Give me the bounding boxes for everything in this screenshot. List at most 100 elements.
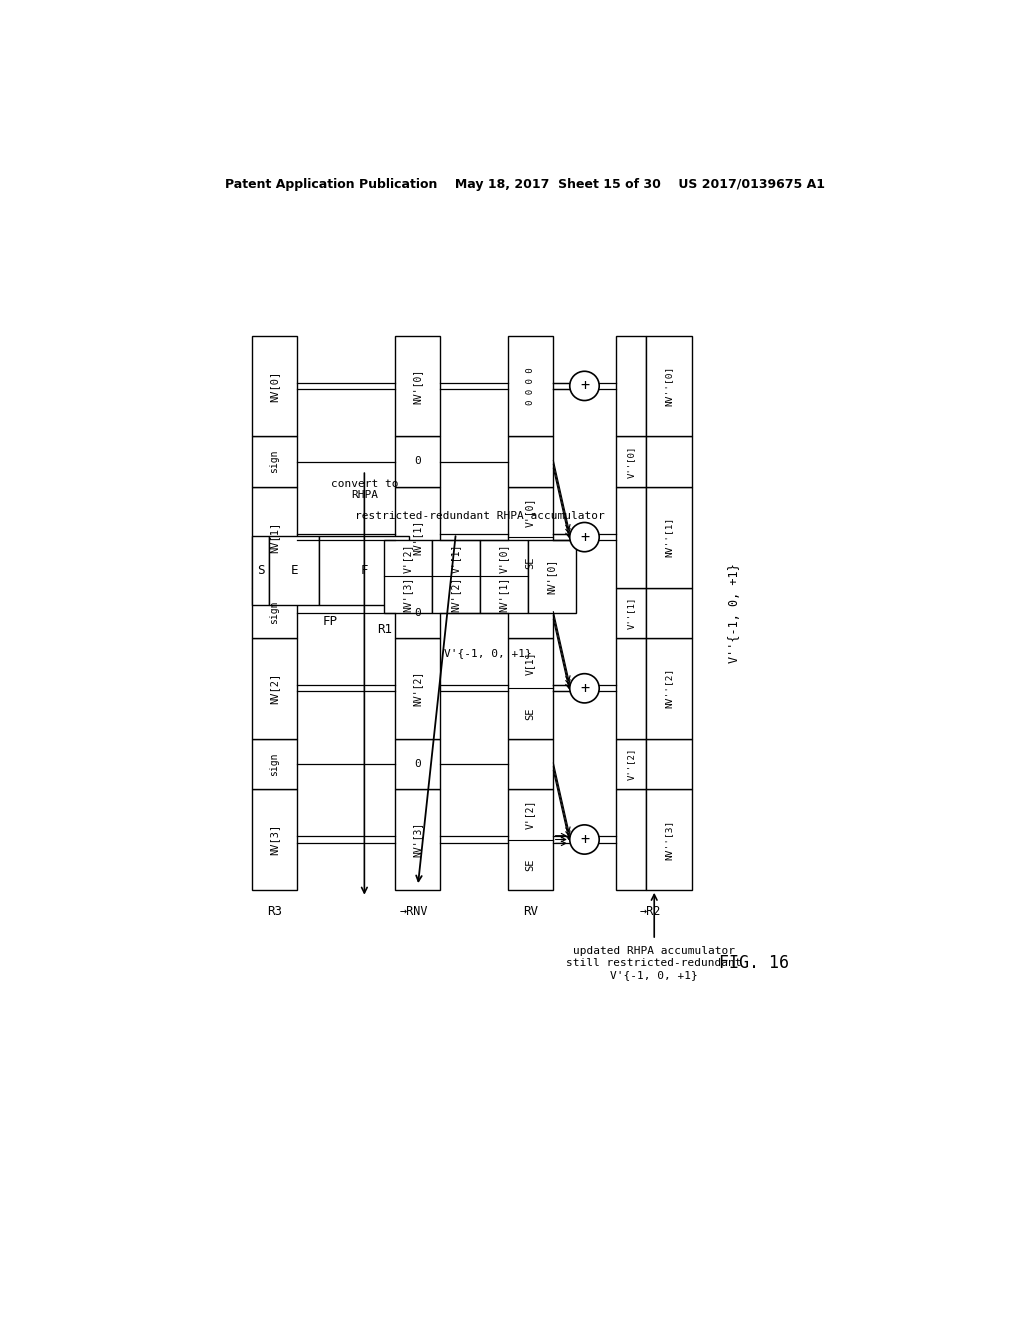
Text: 0: 0 xyxy=(415,457,421,466)
Bar xyxy=(646,739,692,789)
Circle shape xyxy=(569,523,599,552)
Bar xyxy=(646,638,692,739)
Bar xyxy=(252,437,297,487)
Bar xyxy=(395,739,440,789)
Bar xyxy=(395,638,440,739)
Bar xyxy=(528,540,575,612)
Bar xyxy=(616,739,646,789)
Bar xyxy=(616,638,646,739)
Text: FP: FP xyxy=(323,615,338,628)
Bar xyxy=(616,487,646,587)
Bar xyxy=(480,540,528,612)
Bar xyxy=(508,437,553,487)
Bar xyxy=(252,789,297,890)
Text: F: F xyxy=(360,564,368,577)
Text: NV[2]: NV[2] xyxy=(269,673,280,704)
Bar xyxy=(508,487,553,587)
Text: +: + xyxy=(580,379,589,393)
Bar xyxy=(646,587,692,638)
Text: NV[3]: NV[3] xyxy=(269,824,280,855)
Bar xyxy=(646,487,692,587)
Text: V''[1]: V''[1] xyxy=(627,597,636,628)
Text: V'[2]: V'[2] xyxy=(402,543,413,573)
Text: NV'[1]: NV'[1] xyxy=(413,520,423,554)
Text: +: + xyxy=(580,681,589,696)
Bar xyxy=(384,540,432,612)
Text: V''[2]: V''[2] xyxy=(627,747,636,780)
Bar xyxy=(432,540,480,612)
Text: NV'[1]: NV'[1] xyxy=(499,577,509,612)
Circle shape xyxy=(569,673,599,704)
Bar xyxy=(252,335,297,437)
Text: V'[1]: V'[1] xyxy=(451,543,461,573)
Text: NV''[1]: NV''[1] xyxy=(665,517,674,557)
Text: +: + xyxy=(580,529,589,545)
Bar xyxy=(395,487,440,587)
Text: NV''[0]: NV''[0] xyxy=(665,366,674,407)
Text: SE: SE xyxy=(525,556,536,569)
Text: NV[0]: NV[0] xyxy=(269,371,280,401)
Text: NV[1]: NV[1] xyxy=(269,521,280,553)
Bar xyxy=(508,739,553,789)
Text: restricted-redundant RHPA accumulator: restricted-redundant RHPA accumulator xyxy=(355,511,605,521)
Text: V[1]: V[1] xyxy=(525,651,536,675)
Bar xyxy=(646,789,692,890)
Text: updated RHPA accumulator
still restricted-redundant
V'{-1, 0, +1}: updated RHPA accumulator still restricte… xyxy=(566,946,742,979)
Text: RV: RV xyxy=(522,906,538,917)
Text: NV'[2]: NV'[2] xyxy=(413,671,423,706)
Text: FIG. 16: FIG. 16 xyxy=(719,954,790,972)
Text: E: E xyxy=(291,564,298,577)
Bar xyxy=(616,789,646,890)
Bar xyxy=(616,335,646,437)
Bar xyxy=(616,437,646,487)
Bar xyxy=(395,437,440,487)
Bar xyxy=(269,536,319,605)
Text: V'[0]: V'[0] xyxy=(499,543,509,573)
Bar xyxy=(616,587,646,638)
Text: Patent Application Publication    May 18, 2017  Sheet 15 of 30    US 2017/013967: Patent Application Publication May 18, 2… xyxy=(225,178,824,191)
Text: 0: 0 xyxy=(415,607,421,618)
Bar xyxy=(319,536,409,605)
Text: NV'[0]: NV'[0] xyxy=(413,368,423,404)
Text: NV'[2]: NV'[2] xyxy=(451,577,461,612)
Bar xyxy=(252,536,269,605)
Text: 0: 0 xyxy=(415,759,421,768)
Text: 0 0 0 0: 0 0 0 0 xyxy=(525,367,535,405)
Text: →R2: →R2 xyxy=(640,906,662,917)
Text: S: S xyxy=(257,564,264,577)
Text: NV''[3]: NV''[3] xyxy=(665,820,674,859)
Bar xyxy=(252,739,297,789)
Bar xyxy=(508,587,553,638)
Text: SE: SE xyxy=(525,708,536,719)
Bar xyxy=(395,789,440,890)
Text: R3: R3 xyxy=(267,906,282,917)
Circle shape xyxy=(569,371,599,400)
Text: V''{-1, 0, +1}: V''{-1, 0, +1} xyxy=(728,562,741,663)
Bar xyxy=(646,437,692,487)
Text: →RNV: →RNV xyxy=(399,906,428,917)
Bar xyxy=(508,789,553,890)
Bar xyxy=(252,587,297,638)
Text: sign: sign xyxy=(269,601,280,624)
Text: convert to
RHPA: convert to RHPA xyxy=(331,479,398,500)
Text: sign: sign xyxy=(269,752,280,776)
Bar xyxy=(395,587,440,638)
Text: V'[0]: V'[0] xyxy=(525,498,536,527)
Bar xyxy=(252,638,297,739)
Bar xyxy=(508,335,553,437)
Text: +: + xyxy=(580,832,589,847)
Text: V'{-1, 0, +1}: V'{-1, 0, +1} xyxy=(443,648,531,657)
Text: R1: R1 xyxy=(377,623,392,636)
Bar xyxy=(646,335,692,437)
Text: NV'[3]: NV'[3] xyxy=(413,822,423,857)
Circle shape xyxy=(569,825,599,854)
Text: NV''[2]: NV''[2] xyxy=(665,668,674,709)
Text: NV'[0]: NV'[0] xyxy=(547,558,557,594)
Bar xyxy=(252,487,297,587)
Text: V'[2]: V'[2] xyxy=(525,800,536,829)
Text: V''[0]: V''[0] xyxy=(627,445,636,478)
Text: NV'[3]: NV'[3] xyxy=(402,577,413,612)
Text: SE: SE xyxy=(525,858,536,871)
Bar xyxy=(395,335,440,437)
Text: sign: sign xyxy=(269,450,280,474)
